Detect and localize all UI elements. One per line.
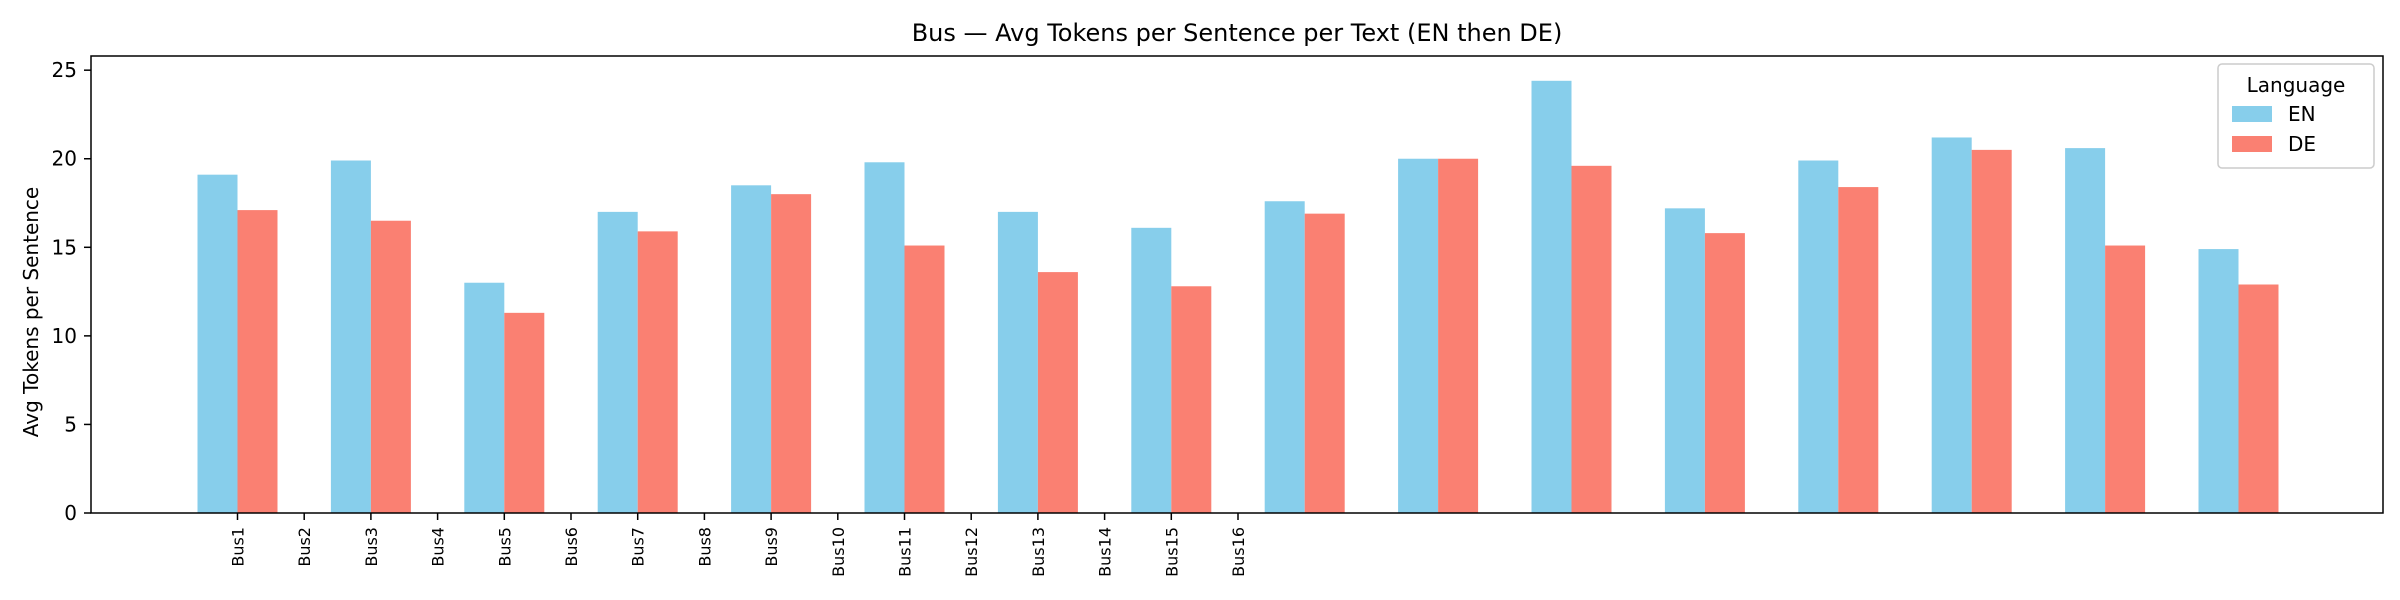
bar-de-3 xyxy=(504,312,545,513)
legend-label-en: EN xyxy=(2288,102,2316,126)
bar-de-16 xyxy=(2238,284,2279,513)
bar-en-7 xyxy=(997,211,1038,513)
x-tick-label: Bus10 xyxy=(829,527,848,577)
y-tick-label: 15 xyxy=(52,235,77,259)
legend: Language EN DE xyxy=(2217,63,2375,169)
bar-de-9 xyxy=(1304,213,1345,514)
bar-de-8 xyxy=(1171,286,1212,513)
bar-en-15 xyxy=(2065,148,2106,513)
bars-layer xyxy=(197,80,2279,514)
legend-title: Language xyxy=(2247,73,2346,97)
x-tick-label: Bus7 xyxy=(629,527,648,567)
y-tick-label: 5 xyxy=(64,412,77,436)
bar-en-4 xyxy=(597,211,638,513)
bar-de-1 xyxy=(237,210,278,513)
x-tick-label: Bus3 xyxy=(362,527,381,567)
bar-de-11 xyxy=(1571,165,1612,513)
bar-de-4 xyxy=(637,231,678,513)
x-tick-label: Bus16 xyxy=(1229,527,1248,577)
bar-en-9 xyxy=(1264,201,1305,514)
bar-en-6 xyxy=(864,162,905,514)
legend-label-de: DE xyxy=(2288,132,2316,156)
bar-en-1 xyxy=(197,174,238,514)
x-tick-label: Bus4 xyxy=(429,527,448,567)
x-tick-label: Bus11 xyxy=(896,527,915,577)
bar-de-14 xyxy=(1971,149,2012,513)
y-tick-label: 20 xyxy=(52,147,77,171)
y-axis: 0 5 10 15 20 25 xyxy=(52,58,91,525)
legend-swatch-de xyxy=(2232,136,2272,152)
bar-de-2 xyxy=(370,220,411,514)
y-tick-label: 25 xyxy=(52,58,77,82)
y-tick-label: 10 xyxy=(52,324,77,348)
x-tick-label: Bus14 xyxy=(1096,527,1115,577)
x-axis: Bus1 Bus2 Bus3 Bus4 Bus5 Bus6 Bus7 Bus8 Bus9 Bus1… xyxy=(229,513,1248,577)
bar-en-14 xyxy=(1931,137,1972,513)
y-tick-label: 0 xyxy=(64,501,77,525)
bar-en-2 xyxy=(330,160,371,513)
legend-swatch-en xyxy=(2232,106,2272,122)
x-tick-label: Bus5 xyxy=(495,527,514,567)
x-tick-label: Bus13 xyxy=(1029,527,1048,577)
bar-de-7 xyxy=(1037,272,1078,513)
x-tick-label: Bus8 xyxy=(695,527,714,567)
x-tick-label: Bus1 xyxy=(229,527,248,567)
bar-en-3 xyxy=(464,282,505,513)
x-tick-label: Bus6 xyxy=(562,527,581,567)
bar-de-10 xyxy=(1438,158,1479,513)
bar-de-12 xyxy=(1704,233,1745,514)
plot-frame xyxy=(90,55,2384,514)
bar-en-11 xyxy=(1531,80,1572,513)
bar-de-5 xyxy=(771,194,812,514)
bar-en-12 xyxy=(1664,208,1705,514)
x-tick-label: Bus15 xyxy=(1162,527,1181,577)
bar-en-10 xyxy=(1398,158,1439,513)
bar-en-8 xyxy=(1131,227,1172,514)
bar-de-6 xyxy=(904,245,945,513)
bar-de-15 xyxy=(2105,245,2146,513)
x-tick-label: Bus2 xyxy=(295,527,314,567)
chart-title: Bus — Avg Tokens per Sentence per Text (… xyxy=(912,19,1563,47)
bar-en-16 xyxy=(2198,249,2239,513)
y-axis-label: Avg Tokens per Sentence xyxy=(19,187,43,437)
x-tick-label: Bus9 xyxy=(762,527,781,567)
bar-de-13 xyxy=(1838,187,1879,513)
bar-en-5 xyxy=(731,185,772,513)
x-tick-label: Bus12 xyxy=(962,527,981,577)
bar-en-13 xyxy=(1798,160,1839,513)
